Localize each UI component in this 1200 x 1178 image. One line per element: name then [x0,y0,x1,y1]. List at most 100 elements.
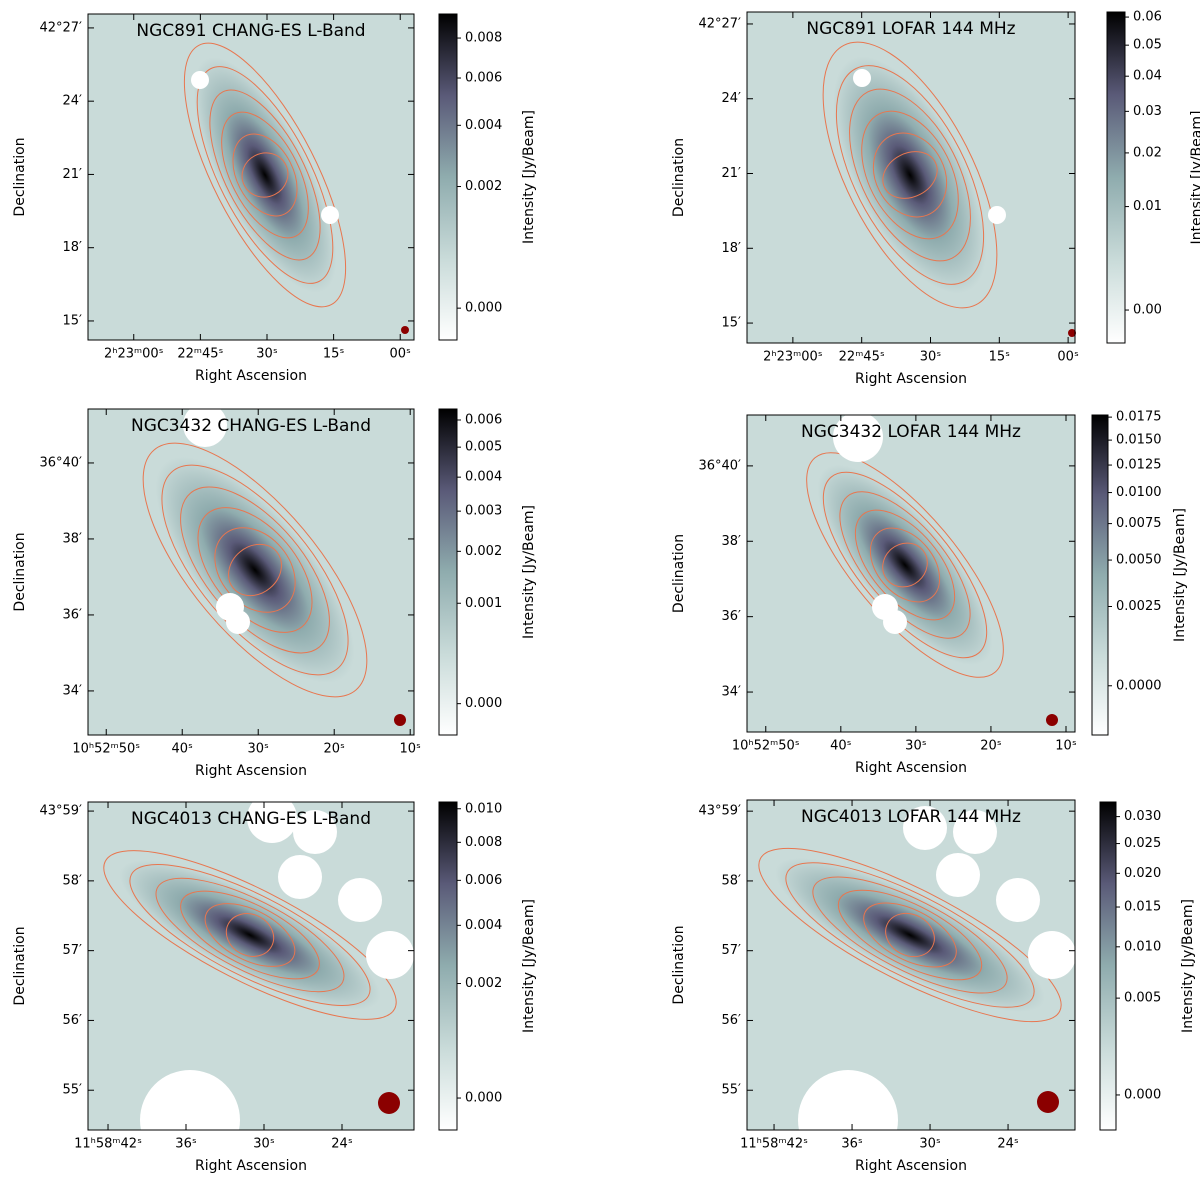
colorbar-tick-label: 0.002 [465,544,502,559]
contour [180,890,320,980]
colorbar-tick-label: 0.008 [465,835,502,850]
y-tick-label: 42°27′ [39,20,82,35]
x-tick-label: 36ˢ [841,1137,863,1152]
x-tick-label: 10ʰ52ᵐ50ˢ [72,742,140,757]
x-tick-label: 20ˢ [980,739,1002,754]
colorbar-tick-label: 0.0125 [1116,458,1162,473]
plot-frame [746,799,1076,1131]
masked-source [183,409,227,447]
y-tick-label: 36′ [722,609,742,624]
panel-title: NGC4013 LOFAR 144 MHz [801,807,1021,827]
colorbar-tick-label: 0.001 [465,596,502,611]
y-tick-label: 21′ [722,166,742,181]
x-tick-label: 00ˢ [1057,350,1079,365]
colorbar-tick-label: 0.0000 [1116,678,1162,693]
y-tick-label: 34′ [63,683,83,698]
masked-source [278,855,322,899]
y-tick-label: 36′ [63,607,83,622]
y-tick-label: 58′ [63,873,83,888]
colorbar-tick-label: 0.003 [465,504,502,519]
sky-image [747,12,1075,343]
y-tick-label: 21′ [63,167,83,182]
galaxy [822,41,998,309]
colorbar-tick-label: 0.000 [465,301,502,316]
colorbar-tick-label: 0.015 [1124,900,1161,915]
y-axis-label: Declination [12,926,28,1005]
y-tick-label: 18′ [63,240,83,255]
panel-title: NGC891 CHANG-ES L-Band [136,21,365,41]
colorbar-tick-label: 0.000 [465,1091,502,1106]
y-axis-label: Declination [671,138,687,217]
masked-source [833,415,883,462]
x-axis-label: Right Ascension [855,760,967,776]
colorbar-tick-label: 0.002 [465,179,502,194]
contour [183,42,347,308]
galaxy [806,452,1004,678]
x-tick-label: 2ʰ23ᵐ00ˢ [763,350,823,365]
y-tick-label: 15′ [63,313,83,328]
beam [1037,1091,1059,1113]
colorbar-tick-label: 0.0150 [1116,433,1162,448]
contour [812,876,1008,994]
contour [882,151,938,199]
colorbar-label: Intensity [Jy/Beam] [1189,111,1200,245]
y-axis-label: Declination [12,532,28,611]
galaxy-emission [775,858,1045,1012]
contour [221,111,309,239]
masked-source [798,1070,898,1130]
contour [835,65,985,285]
galaxy-emission [833,56,987,294]
sky-image [88,409,414,735]
masked-source [953,810,997,854]
contour [142,442,368,698]
contour [204,903,296,967]
panel-title: NGC4013 CHANG-ES L-Band [131,809,371,829]
x-tick-label: 11ʰ58ᵐ42ˢ [74,1137,142,1152]
contour [129,864,371,1006]
colorbar-tick-label: 0.03 [1133,104,1162,119]
plot-frame [746,11,1076,344]
colorbar-tick-label: 0.005 [465,440,502,455]
x-tick-label: 30ˢ [920,350,942,365]
x-axis-label: Right Ascension [855,371,967,387]
colorbar-tick-label: 0.006 [465,71,502,86]
colorbar-tick-label: 0.02 [1133,145,1162,160]
x-tick-label: 2ʰ23ᵐ00ˢ [104,347,164,362]
masked-source [366,931,414,979]
x-tick-label: 20ˢ [324,742,346,757]
colorbar-tick-label: 0.000 [1124,1087,1161,1102]
y-tick-label: 38′ [722,534,742,549]
contour [161,464,349,676]
y-tick-label: 34′ [722,685,742,700]
y-tick-label: 36°40′ [698,458,741,473]
contour [861,110,959,240]
contour [822,471,988,659]
masked-source [293,810,337,854]
contour [849,88,971,262]
x-tick-label: 00ˢ [390,347,412,362]
masked-source [140,1070,240,1130]
masked-source [988,206,1006,224]
x-tick-label: 10ˢ [1055,739,1077,754]
x-tick-label: 36ˢ [175,1137,197,1152]
contour [839,491,971,639]
colorbar-label: Intensity [Jy/Beam] [521,110,537,244]
x-tick-label: 15ˢ [989,350,1011,365]
galaxy [183,42,347,308]
contour [241,152,289,198]
colorbar-tick-label: 0.004 [465,918,502,933]
y-tick-label: 58′ [722,873,742,888]
contour [822,41,998,309]
x-tick-label: 10ˢ [399,742,421,757]
colorbar-tick-label: 0.006 [465,412,502,427]
colorbar-tick-label: 0.006 [465,873,502,888]
colorbar [1099,801,1117,1131]
colorbar-tick-label: 0.06 [1133,10,1162,25]
contour [863,902,957,968]
masked-source [996,878,1040,922]
colorbar-label: Intensity [Jy/Beam] [1172,508,1188,642]
colorbar [438,801,458,1131]
beam [1046,714,1058,726]
colorbar [1091,414,1109,736]
